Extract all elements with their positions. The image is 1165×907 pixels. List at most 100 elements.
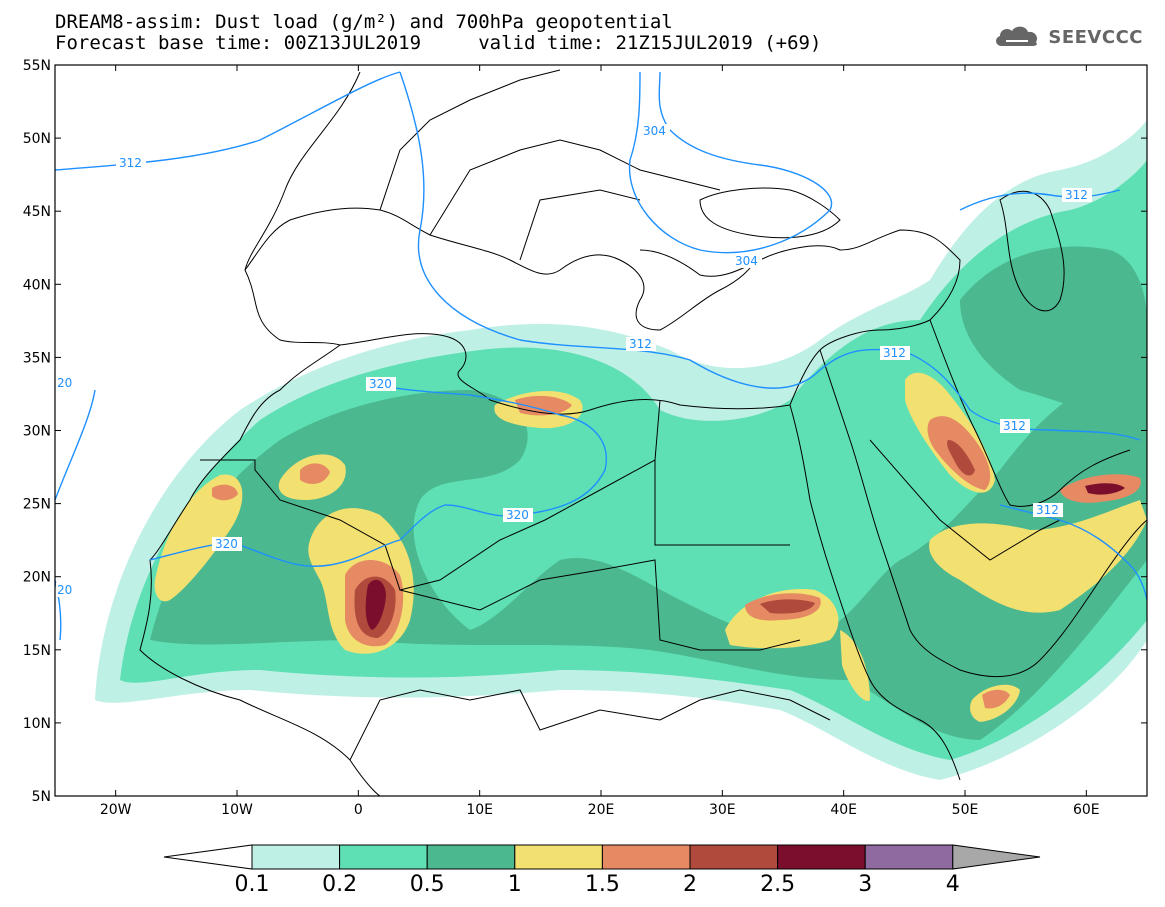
colorbar-box <box>864 844 954 870</box>
contour-label: 312 <box>1000 419 1030 433</box>
coastlines-borders <box>139 69 1147 796</box>
coastline-red-sea-west <box>789 404 961 781</box>
lat-label: 55N <box>23 58 51 74</box>
svg-text:312: 312 <box>1036 503 1059 517</box>
dust-map: 312 304 304 312 320 320 320 312 312 312 … <box>23 58 1148 818</box>
dust-region-red-arabia <box>947 440 975 476</box>
lat-label: 20N <box>23 570 51 586</box>
dust-region-orange-west <box>212 484 238 501</box>
colorbar-label: 1 <box>508 872 522 897</box>
contour-312-gulf <box>999 504 1147 601</box>
colorbar-box <box>251 844 341 870</box>
coastline-black-sea <box>699 187 841 239</box>
svg-text:304: 304 <box>643 124 666 138</box>
colorbar-box <box>777 844 866 870</box>
svg-text:20: 20 <box>57 376 72 390</box>
border-egypt-sudan <box>654 460 790 546</box>
contour-label: 312 <box>880 346 910 360</box>
colorbar-label: 0.1 <box>235 872 270 897</box>
lat-label: 15N <box>23 643 51 659</box>
lat-label: 50N <box>23 131 51 147</box>
contour-label: 20 <box>56 583 74 597</box>
lat-label: 45N <box>23 204 51 220</box>
lon-label: 60E <box>1073 802 1100 818</box>
coastline-caspian <box>999 190 1065 312</box>
contour-label: 312 <box>1033 503 1063 517</box>
colorbar-box <box>601 844 691 870</box>
svg-text:320: 320 <box>369 377 392 391</box>
dust-region-yellow-arabia <box>929 500 1147 613</box>
border-niger-chad <box>399 559 801 651</box>
svg-text:312: 312 <box>1003 419 1026 433</box>
contour-304 <box>628 71 833 254</box>
contour-label: 312 <box>1062 188 1092 202</box>
coastline-west-africa <box>139 71 381 796</box>
colorbar-label: 0.5 <box>410 872 445 897</box>
border-saudi <box>869 439 1061 561</box>
contour-label: 304 <box>640 124 670 138</box>
lon-label: 50E <box>952 802 979 818</box>
dust-region-yellow-west <box>154 474 243 602</box>
colorbar-box <box>689 844 779 870</box>
svg-text:312: 312 <box>119 156 142 170</box>
colorbar-labels: 0.1 0.2 0.5 1 1.5 2 2.5 3 4 <box>235 872 960 897</box>
coastline-red-sea-east <box>819 349 1041 678</box>
colorbar-boxes <box>163 844 1041 870</box>
longitude-axis: 20W 10W 0 10E 20E 30E 40E 50E 60E <box>100 65 1100 818</box>
contour-label: 304 <box>732 254 762 268</box>
contour-320 <box>55 384 607 567</box>
contour-labels: 312 304 304 312 320 320 320 312 312 312 … <box>56 124 1092 597</box>
svg-text:20: 20 <box>57 583 72 597</box>
dust-region-orange-algeria <box>300 463 330 484</box>
colorbar-label: 4 <box>946 872 960 897</box>
forecast-time-line: Forecast base time: 00Z13JUL2019 valid t… <box>55 32 822 54</box>
contour-label: 320 <box>366 377 396 391</box>
lon-label: 0 <box>354 802 363 818</box>
contour-label: 320 <box>212 537 242 551</box>
contour-label: 312 <box>626 337 656 351</box>
svg-text:304: 304 <box>735 254 758 268</box>
lat-label: 10N <box>23 716 51 732</box>
colorbar-label: 3 <box>858 872 872 897</box>
contour-label: 20 <box>56 376 74 390</box>
svg-text:312: 312 <box>883 346 906 360</box>
colorbar-box <box>426 844 516 870</box>
map-title: DREAM8-assim: Dust load (g/m²) and 700hP… <box>55 11 673 33</box>
cloud-icon <box>996 26 1038 46</box>
contour-label: 320 <box>503 508 533 522</box>
coastline-europe <box>244 207 761 331</box>
coastline-mediterranean <box>339 229 961 415</box>
colorbar-arrow-low <box>163 844 253 870</box>
contour-label: 312 <box>116 156 146 170</box>
colorbar-label: 1.5 <box>585 872 620 897</box>
lon-label: 20E <box>588 802 615 818</box>
svg-text:320: 320 <box>506 508 529 522</box>
colorbar-label: 2 <box>683 872 697 897</box>
dust-region-yellow-redsea <box>840 630 870 701</box>
dust-region-dark-east <box>960 246 1147 420</box>
dust-region-orange-yemen <box>982 689 1010 709</box>
contour-312-north <box>55 71 901 389</box>
svg-text:312: 312 <box>1065 188 1088 202</box>
logo-text: SEEVCCC <box>1048 26 1143 48</box>
coastline-arabian-sea <box>1039 519 1147 661</box>
colorbar-label: 0.2 <box>322 872 357 897</box>
colorbar-box <box>514 844 603 870</box>
svg-text:312: 312 <box>629 337 652 351</box>
lon-label: 10W <box>221 802 253 818</box>
colorbar-arrow-high <box>952 844 1041 870</box>
lon-label: 10E <box>466 802 493 818</box>
coastline-persian-gulf <box>929 319 1131 507</box>
lon-label: 40E <box>830 802 857 818</box>
lat-label: 40N <box>23 277 51 293</box>
colorbar-box <box>339 844 428 870</box>
dust-region-red-sudan <box>760 599 815 614</box>
lat-label: 30N <box>23 424 51 440</box>
colorbar-label: 2.5 <box>760 872 795 897</box>
lat-label: 5N <box>32 789 51 805</box>
border-central-africa <box>349 689 831 761</box>
lon-label: 20W <box>100 802 132 818</box>
lat-label: 35N <box>23 350 51 366</box>
dust-region-maroon-oman <box>1085 483 1125 495</box>
dust-region-dark <box>150 350 1147 740</box>
